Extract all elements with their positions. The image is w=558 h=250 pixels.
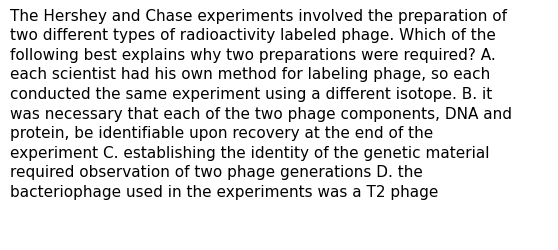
Text: The Hershey and Chase experiments involved the preparation of
two different type: The Hershey and Chase experiments involv… xyxy=(10,9,512,199)
